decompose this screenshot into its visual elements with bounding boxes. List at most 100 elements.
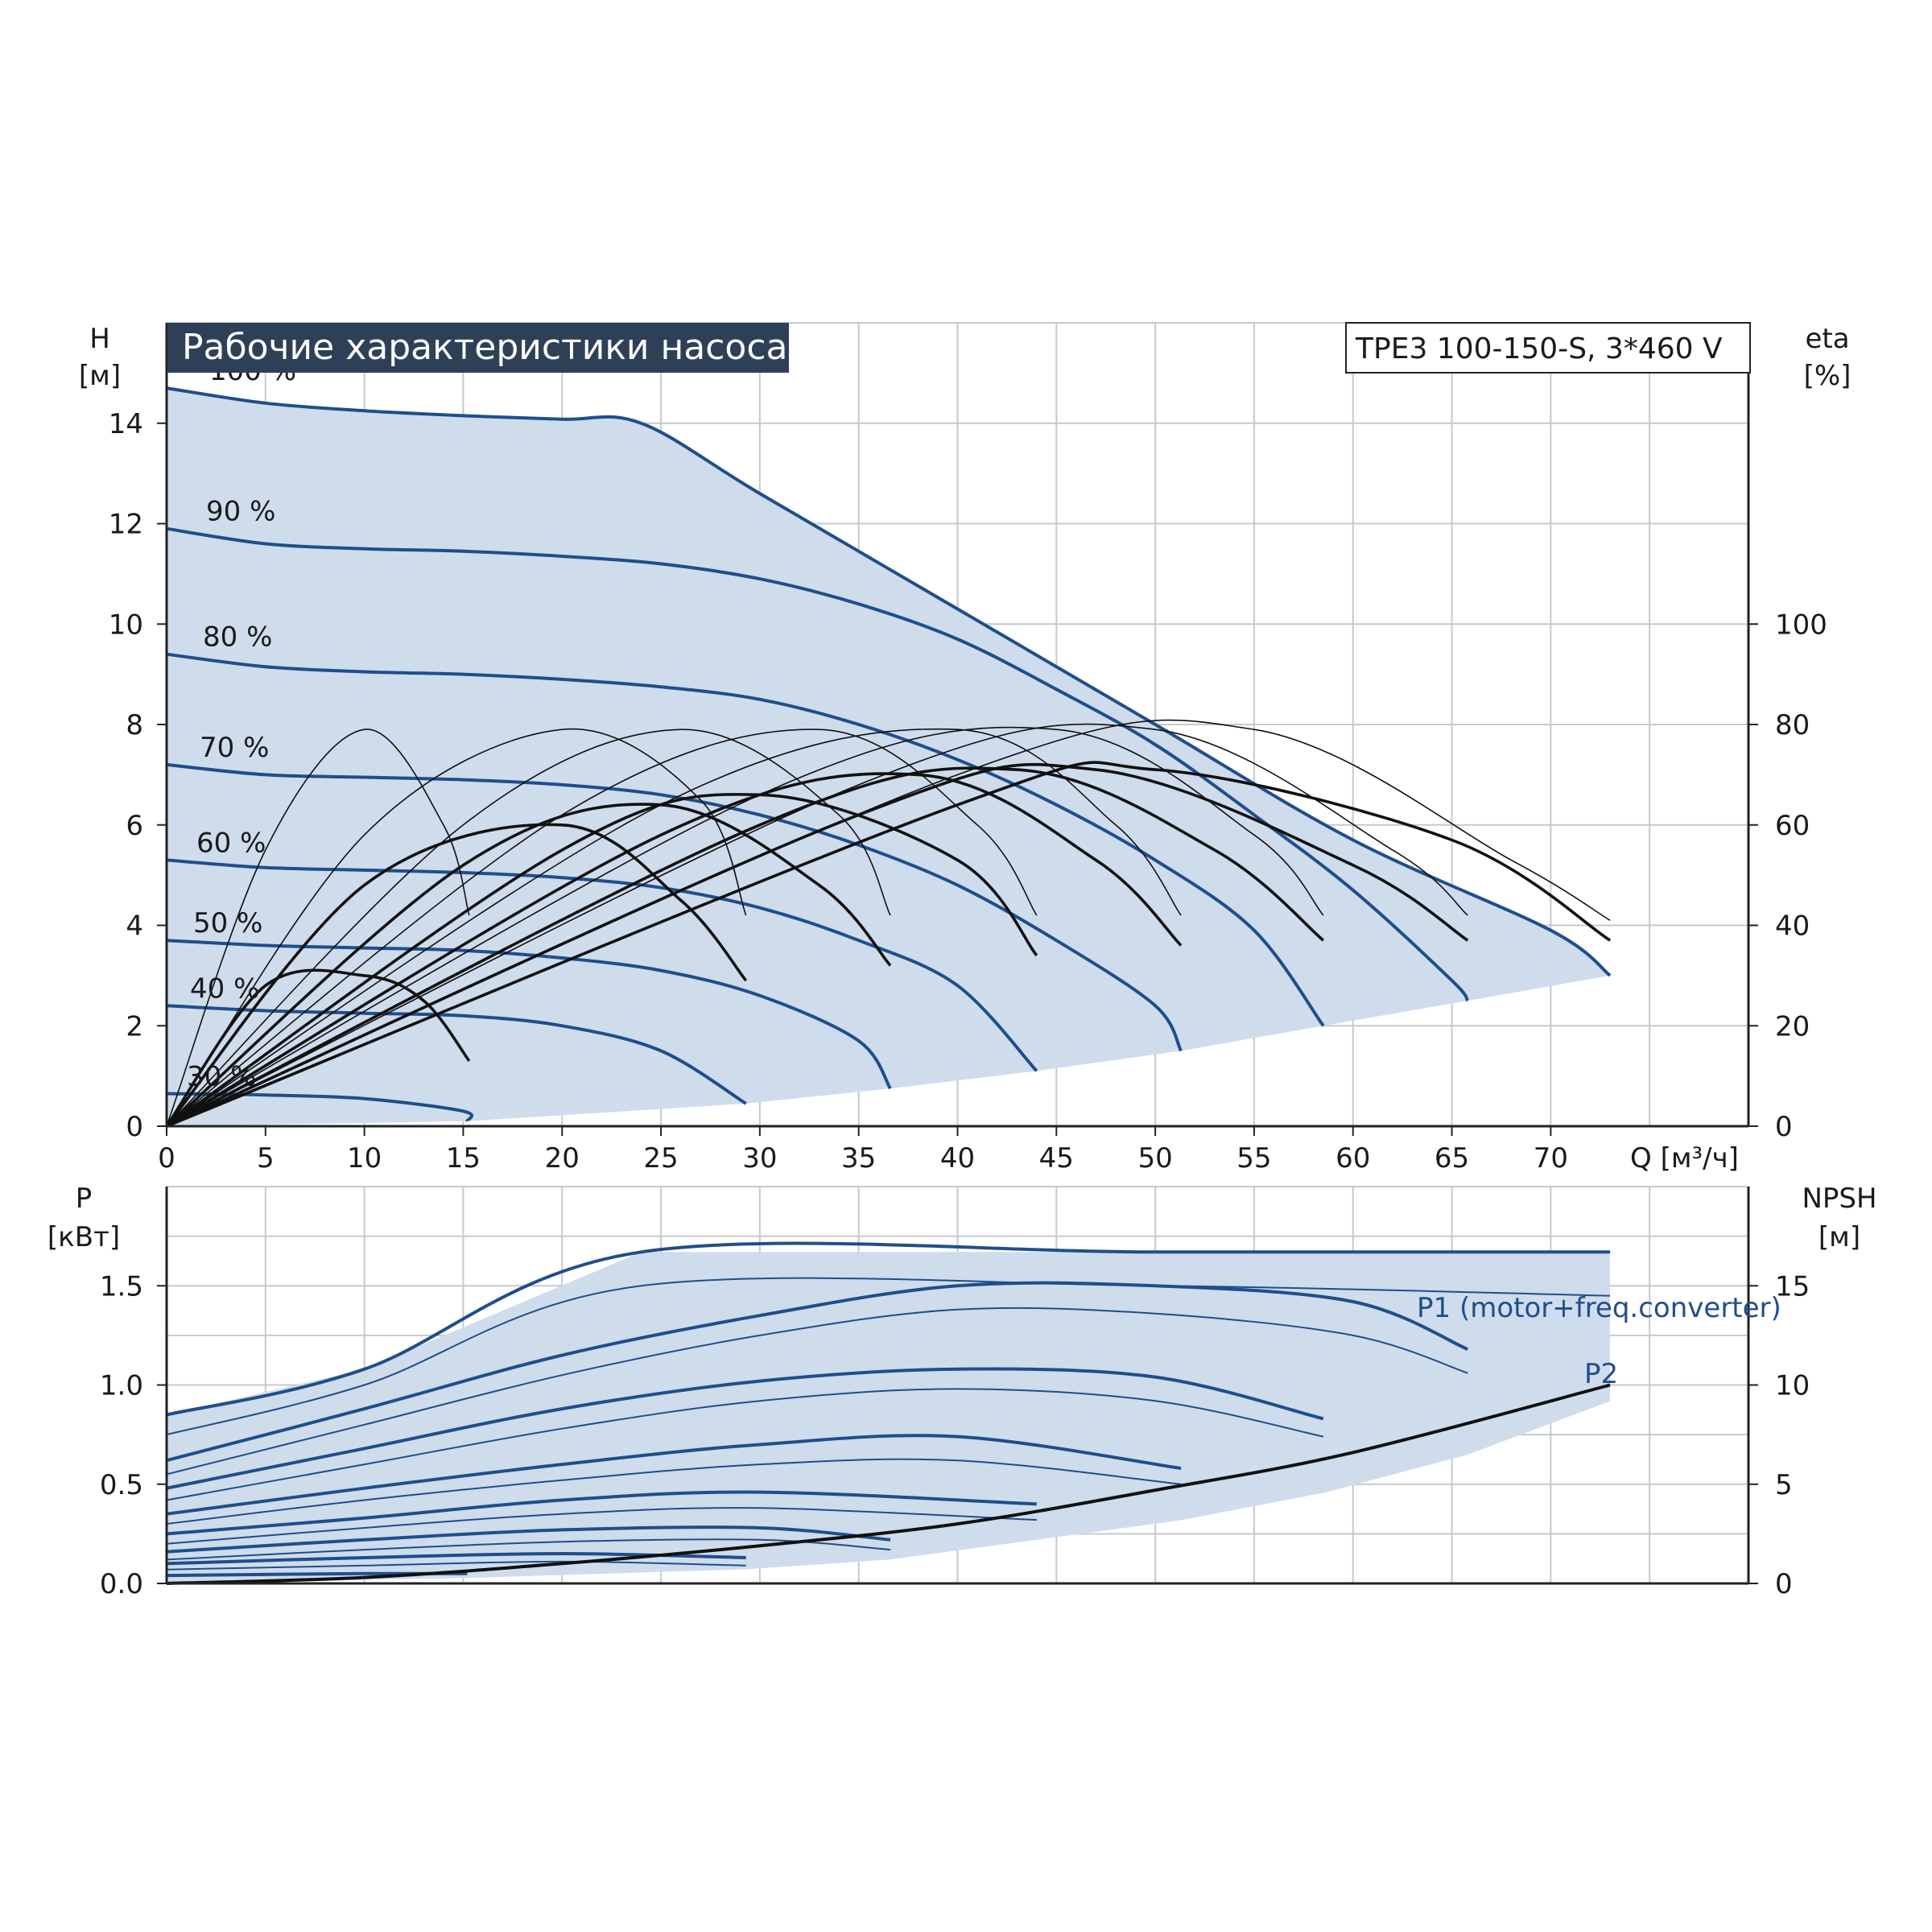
efficiency-curve — [165, 968, 471, 1128]
head-curve-90pct — [166, 526, 1469, 1002]
y-tick-label: 2 — [126, 1010, 143, 1042]
speed-label: 70 % — [200, 732, 269, 764]
y2-tick-label: 40 — [1775, 910, 1810, 943]
x-tick-label: 20 — [545, 1142, 580, 1174]
efficiency-curve — [166, 729, 1038, 1127]
p2-curve — [166, 1507, 1037, 1545]
head-curve-100pct — [166, 386, 1612, 977]
head-curve-40pct — [166, 1004, 747, 1105]
y2-tick-label: 80 — [1775, 709, 1810, 741]
p2-curve — [166, 1277, 1611, 1436]
power-curves — [166, 1241, 1611, 1585]
speed-label: 40 % — [190, 972, 259, 1005]
efficiency-curve — [166, 766, 1325, 1128]
y-tick-label: 8 — [126, 709, 143, 741]
y-tick-label: 6 — [126, 810, 143, 842]
p1-curve — [166, 1525, 891, 1554]
x-tick-label: 60 — [1335, 1142, 1370, 1174]
y2-tick-label: 0 — [1775, 1111, 1793, 1143]
efficiency-curve — [166, 772, 1183, 1128]
efficiency-curves — [165, 719, 1612, 1128]
head-curve-50pct — [166, 939, 892, 1090]
model-label: TPE3 100-150-S, 3*460 V — [1355, 332, 1723, 365]
y-tick-label: 4 — [126, 910, 143, 943]
speed-label: 60 % — [196, 827, 266, 859]
speed-label: 80 % — [203, 621, 272, 654]
x-axis-label: Q [м³/ч] — [1630, 1142, 1739, 1174]
x-tick-label: 50 — [1137, 1142, 1172, 1174]
power-range-area — [167, 1252, 1611, 1583]
head-curve-80pct — [166, 652, 1325, 1027]
speed-label: 90 % — [206, 496, 275, 528]
x-tick-label: 15 — [446, 1142, 481, 1174]
x-tick-label: 45 — [1039, 1142, 1074, 1174]
power-range-fill — [167, 1252, 1611, 1583]
x-tick-label: 0 — [158, 1142, 175, 1174]
npsh-tick-label: 15 — [1775, 1270, 1810, 1302]
x-tick-label: 40 — [940, 1142, 975, 1174]
p1-curve — [166, 1434, 1182, 1516]
efficiency-curve — [166, 726, 1324, 1127]
efficiency-curve — [165, 823, 748, 1128]
x-tick-label: 25 — [643, 1142, 678, 1174]
npsh-curve — [166, 1383, 1611, 1585]
head-panel-frame — [157, 323, 1758, 1136]
y-axis-label-head: H — [89, 323, 110, 355]
power-tick-label: 0.5 — [100, 1469, 143, 1501]
efficiency-curve — [165, 793, 1038, 1128]
p1-series-label: P1 (motor+freq.converter) — [1417, 1292, 1781, 1324]
y-tick-label: 0 — [126, 1111, 143, 1143]
x-tick-label: 70 — [1534, 1142, 1568, 1174]
x-tick-label: 55 — [1236, 1142, 1271, 1174]
y2-axis-unit-eta: [%] — [1804, 360, 1852, 392]
efficiency-curve — [166, 761, 1612, 1128]
npsh-tick-label: 0 — [1775, 1568, 1793, 1600]
p1-curve — [166, 1281, 1468, 1463]
power-tick-label: 1.5 — [100, 1270, 143, 1302]
y2-axis-label-npsh: NPSH — [1802, 1183, 1876, 1215]
x-tick-label: 65 — [1435, 1142, 1469, 1174]
y-axis-unit-power: [кВт] — [47, 1221, 120, 1253]
y2-tick-label: 20 — [1775, 1010, 1810, 1042]
x-tick-label: 5 — [257, 1142, 275, 1174]
speed-label: 30 % — [187, 1060, 256, 1092]
y2-tick-label: 60 — [1775, 810, 1810, 842]
power-panel-frame — [157, 1187, 1758, 1585]
p2-curve — [166, 1458, 1182, 1525]
speed-label: 50 % — [193, 907, 262, 939]
efficiency-curve — [166, 729, 470, 1127]
power-tick-label: 1.0 — [100, 1370, 143, 1402]
p1-curve — [166, 1490, 1037, 1536]
model-box — [1345, 322, 1751, 374]
p1-curve — [166, 1241, 1611, 1417]
p2-series-label: P2 — [1584, 1358, 1618, 1390]
y-axis-unit-head: [м] — [79, 360, 121, 392]
y2-axis-unit-npsh: [м] — [1818, 1221, 1860, 1253]
chart-title: Рабочие характеристики насоса — [182, 327, 787, 368]
efficiency-curve — [165, 803, 892, 1128]
efficiency-curve — [166, 762, 1469, 1128]
head-curve-60pct — [166, 858, 1038, 1072]
y-tick-label: 14 — [109, 408, 143, 440]
y-tick-label: 12 — [109, 509, 143, 541]
p2-curve — [166, 1388, 1324, 1501]
y2-axis-label-eta: eta — [1805, 323, 1849, 355]
head-curves — [166, 386, 1612, 1123]
y-axis-label-power: P — [76, 1183, 93, 1215]
power-tick-label: 0.0 — [100, 1568, 143, 1600]
efficiency-curve — [166, 723, 1468, 1127]
y-tick-label: 10 — [109, 609, 143, 641]
x-tick-label: 30 — [742, 1142, 777, 1174]
efficiency-curve — [166, 729, 891, 1127]
npsh-tick-label: 5 — [1775, 1469, 1793, 1501]
npsh-tick-label: 10 — [1775, 1370, 1810, 1402]
x-tick-label: 10 — [347, 1142, 382, 1174]
y2-tick-label: 100 — [1775, 609, 1827, 641]
efficiency-curve — [166, 728, 1182, 1127]
title-box — [167, 323, 789, 373]
p1-curve — [166, 1367, 1324, 1490]
p2-curve — [166, 1560, 746, 1571]
p2-curve — [166, 1307, 1468, 1476]
x-tick-label: 35 — [841, 1142, 876, 1174]
